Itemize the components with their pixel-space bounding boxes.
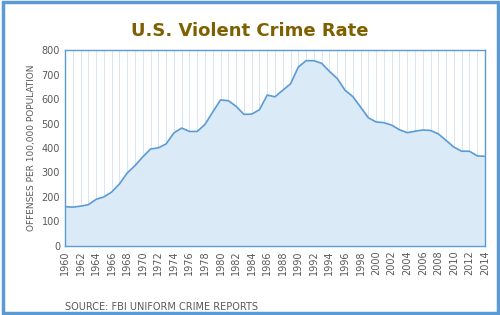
Text: SOURCE: FBI UNIFORM CRIME REPORTS: SOURCE: FBI UNIFORM CRIME REPORTS: [65, 302, 258, 312]
Y-axis label: OFFENSES PER 100,000 POPULATION: OFFENSES PER 100,000 POPULATION: [27, 65, 36, 231]
Text: U.S. Violent Crime Rate: U.S. Violent Crime Rate: [131, 22, 369, 40]
